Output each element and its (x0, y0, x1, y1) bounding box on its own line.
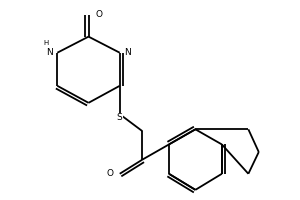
Text: H: H (43, 40, 49, 46)
Text: N: N (124, 48, 131, 57)
Text: N: N (46, 48, 52, 57)
Text: S: S (117, 113, 123, 122)
Text: O: O (106, 169, 113, 178)
Text: O: O (95, 10, 102, 19)
